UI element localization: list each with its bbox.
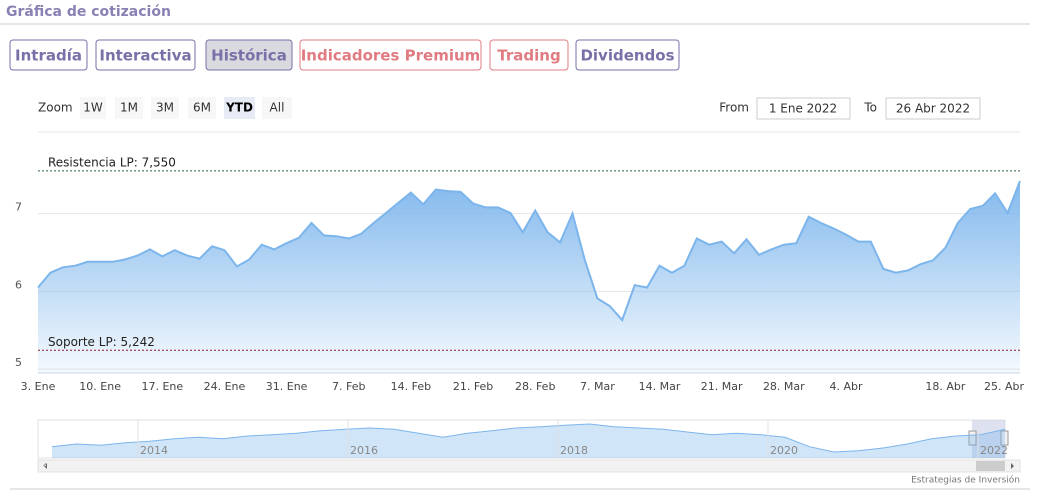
tab[interactable]	[489, 39, 569, 71]
tab[interactable]	[9, 39, 88, 71]
zoom-button-label[interactable]: All	[270, 101, 285, 115]
x-tick-label: 7. Mar	[580, 380, 615, 393]
x-tick-label: 24. Ene	[204, 380, 246, 393]
zoom-button[interactable]	[151, 97, 179, 119]
navigator-label: 2018	[560, 444, 588, 457]
y-tick-label: 7	[15, 201, 22, 214]
y-tick-label: 6	[15, 278, 22, 291]
x-tick-label: 25. Abr	[984, 380, 1024, 393]
navigator-line	[51, 423, 1006, 453]
tab-label[interactable]: Histórica	[211, 47, 287, 65]
tab-label[interactable]: Trading	[497, 47, 560, 65]
price-line	[37, 180, 1021, 323]
x-tick-label: 17. Ene	[141, 380, 183, 393]
x-tick-label: 21. Mar	[701, 380, 743, 393]
to-value[interactable]: 26 Abr 2022	[896, 102, 970, 116]
navigator-area	[52, 424, 1005, 458]
zoom-button[interactable]	[188, 97, 216, 119]
y-tick-label: 5	[15, 356, 22, 369]
zoom-button[interactable]	[224, 97, 255, 119]
tab-label[interactable]: Intradía	[15, 47, 82, 65]
reference-label: Resistencia LP: 7,550	[48, 155, 176, 169]
scrollbar-thumb[interactable]	[976, 461, 1005, 471]
x-tick-label: 3. Ene	[21, 380, 56, 393]
tab[interactable]	[575, 39, 680, 71]
x-tick-label: 31. Ene	[266, 380, 308, 393]
zoom-label: Zoom	[38, 101, 73, 115]
navigator-label: 2014	[140, 444, 168, 457]
from-input[interactable]	[756, 97, 851, 120]
x-tick-label: 18. Abr	[925, 380, 965, 393]
x-tick-label: 7. Feb	[332, 380, 365, 393]
x-tick-label: 28. Mar	[763, 380, 805, 393]
navigator-label: 2020	[770, 444, 798, 457]
x-tick-label: 14. Mar	[639, 380, 681, 393]
zoom-button[interactable]	[115, 97, 143, 119]
zoom-button[interactable]	[80, 97, 106, 119]
reference-label: Soporte LP: 5,242	[48, 335, 155, 349]
tab[interactable]	[95, 39, 196, 71]
area-fill	[38, 181, 1020, 373]
zoom-button-label[interactable]: 1W	[83, 101, 103, 115]
zoom-button-label[interactable]: 1M	[120, 101, 138, 115]
zoom-button[interactable]	[262, 97, 292, 119]
tab-label[interactable]: Dividendos	[580, 47, 674, 65]
zoom-button-label[interactable]: YTD	[225, 101, 253, 115]
tab-label[interactable]: Indicadores Premium	[301, 47, 481, 65]
tab-label[interactable]: Interactiva	[99, 47, 191, 65]
navigator-handle[interactable]	[968, 430, 977, 446]
tab[interactable]	[205, 39, 293, 71]
navigator-label: 2022	[980, 444, 1008, 457]
credit: Estrategias de Inversión	[911, 475, 1020, 486]
from-label: From	[719, 101, 749, 115]
scrollbar[interactable]	[37, 459, 1021, 473]
x-tick-label: 28. Feb	[515, 380, 555, 393]
x-tick-label: 14. Feb	[391, 380, 431, 393]
x-tick-label: 21. Feb	[453, 380, 493, 393]
tab[interactable]	[299, 39, 482, 71]
scroll-left[interactable]	[43, 463, 47, 469]
x-tick-label: 10. Ene	[79, 380, 121, 393]
to-input[interactable]	[885, 97, 981, 120]
from-value[interactable]: 1 Ene 2022	[769, 102, 837, 116]
navigator-label: 2016	[350, 444, 378, 457]
zoom-button-label[interactable]: 6M	[193, 101, 211, 115]
zoom-button-label[interactable]: 3M	[156, 101, 174, 115]
to-label: To	[863, 101, 877, 115]
navigator-handle[interactable]	[1000, 430, 1009, 446]
scroll-right[interactable]	[1011, 463, 1014, 469]
widget-title: Gráfica de cotización	[6, 4, 171, 20]
x-tick-label: 4. Abr	[829, 380, 862, 393]
